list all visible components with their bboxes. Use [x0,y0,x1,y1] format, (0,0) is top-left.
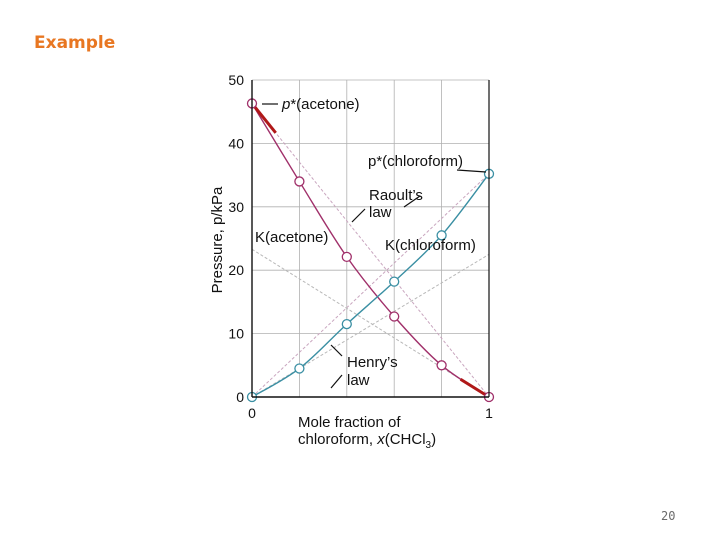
acetone-curve-point-3 [389,311,400,322]
henry-label-line2: law [347,372,370,389]
raoult-limit-segment [250,102,277,134]
y-tick-label-40: 40 [228,135,244,151]
y-tick-label-50: 50 [228,72,244,88]
henry-line-chloroform [251,248,490,398]
raoult-line-chloroform [251,173,490,398]
x-tick-label-1: 1 [485,405,493,421]
k-acetone-label: K(acetone) [255,229,328,246]
slide-title: Example [34,33,116,53]
k-chloroform-label: K(chloroform) [385,237,476,254]
page-number: 20 [661,509,676,523]
data-series [246,98,495,403]
raoult-leader-right [403,195,421,208]
acetone-curve-point-4 [436,360,447,371]
y-tick-label-30: 30 [228,199,244,215]
p-acetone-label: p*(acetone) [281,96,360,113]
chloroform-curve-point-3 [389,276,400,287]
y-tick-label-20: 20 [228,262,244,278]
raoult-line-acetone [251,103,490,398]
henry-leader-lower [330,374,343,389]
x-axis-label-line2: chloroform, x(CHCl3) [298,431,436,451]
henry-line-acetone [251,253,490,398]
y-tick-label-0: 0 [236,389,244,405]
raoult-label-line1: Raoult’s [369,187,423,204]
p-chloroform-leader [456,169,487,173]
y-tick-label-10: 10 [228,326,244,342]
chloroform-curve-point-4 [436,230,447,241]
chloroform-curve-point-1 [294,363,305,374]
p-chloroform-label: p*(chloroform) [368,153,463,170]
henry-limit-segment [459,378,490,399]
raoult-leader-left [351,208,366,223]
henry-label-line1: Henry’s [347,354,398,371]
acetone-curve-point-1 [294,176,305,187]
chart-axes: 0 10 20 30 40 50 0 1 [228,72,493,421]
acetone-curve-point-2 [341,251,352,263]
x-tick-label-0: 0 [248,405,256,421]
chloroform-curve-point-2 [341,318,352,330]
henry-leader-upper [330,344,343,357]
x-axis-label-line1: Mole fraction of [298,414,401,431]
y-axis-label: Pressure, p/kPa [209,186,226,293]
raoult-label-line2: law [369,204,392,221]
